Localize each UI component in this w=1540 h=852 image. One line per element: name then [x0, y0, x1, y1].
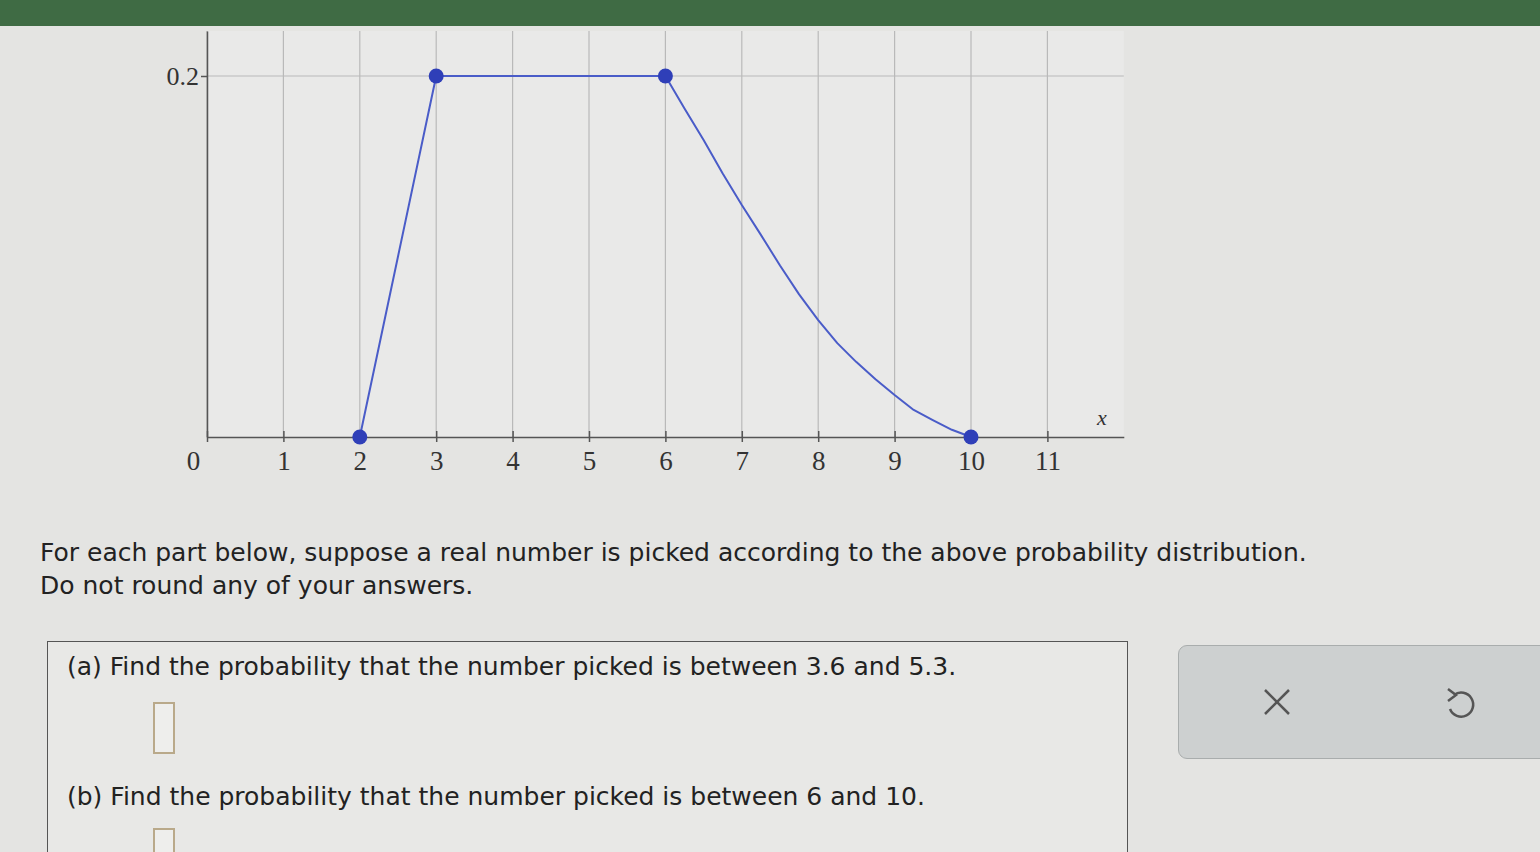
x-tick-label: 8 [812, 446, 826, 476]
point [352, 430, 367, 445]
x-tick-label: 2 [354, 446, 368, 476]
x-tick-mark [742, 431, 744, 442]
grid-line [665, 31, 666, 437]
answer-input[interactable] [153, 828, 175, 852]
x-tick-label: 11 [1035, 446, 1061, 476]
x-tick-mark [665, 431, 667, 442]
grid-line [741, 31, 742, 437]
instruction-text: For each part below, suppose a real numb… [40, 538, 1307, 567]
grid-line [588, 31, 589, 437]
grid-line [818, 31, 819, 437]
x-tick-mark [818, 431, 820, 442]
question-text: (b) Find the probability that the number… [67, 782, 925, 811]
grid-line [359, 31, 360, 437]
undo-arrow[interactable] [1448, 689, 1456, 701]
action-panel [1178, 645, 1540, 759]
x-tick-mark [589, 431, 591, 442]
question-text: (a) Find the probability that the number… [67, 652, 956, 681]
chart: 0 1 2 3 4 5 6 7 8 9 10 11 0.2 x [0, 0, 1540, 520]
x-tick: 6 [659, 431, 673, 476]
x-tick-mark [283, 431, 285, 442]
top-bar [0, 0, 1540, 26]
x-tick-label: 4 [506, 446, 520, 476]
x-tick: 9 [888, 431, 902, 476]
point [964, 430, 979, 445]
x-tick-label: 9 [888, 446, 902, 476]
x-tick-label: 6 [659, 446, 673, 476]
point [658, 69, 673, 84]
grid-line [436, 31, 437, 437]
x-tick-mark [1047, 431, 1049, 442]
clear-button[interactable] [1265, 690, 1289, 714]
x-tick: 11 [1035, 431, 1061, 476]
action-icons [1178, 645, 1538, 757]
instruction-text: Do not round any of your answers. [40, 571, 473, 600]
grid-line [1047, 31, 1048, 437]
point [429, 69, 444, 84]
y-tick-mark [201, 76, 207, 78]
x-tick: 3 [430, 431, 444, 476]
x-tick-label: 3 [430, 446, 444, 476]
x-tick: 1 [277, 431, 291, 476]
y-tick: 0.2 [167, 62, 208, 91]
x-tick-mark [894, 431, 896, 442]
x-tick-label: 7 [736, 446, 750, 476]
y-tick-label: 0.2 [167, 62, 200, 91]
grid-line [970, 31, 971, 437]
y-axis: 0.2 [167, 31, 208, 437]
y-axis-line [207, 31, 209, 437]
x-tick-label: 10 [958, 446, 985, 476]
x-tick: 4 [506, 431, 520, 476]
x-axis-label: x [1096, 405, 1107, 430]
x-tick: 8 [812, 431, 826, 476]
undo-button[interactable] [1448, 689, 1473, 717]
answer-input[interactable] [153, 702, 175, 754]
x-tick: 5 [583, 431, 597, 476]
plot-background [207, 31, 1124, 437]
grid-line [894, 31, 895, 437]
x-tick-mark [512, 431, 514, 442]
density-line [360, 76, 971, 437]
grid-line [283, 31, 284, 437]
grid-line [206, 31, 207, 437]
x-axis: 0 1 2 3 4 5 6 7 8 9 10 11 [187, 431, 1125, 476]
data-marks [352, 69, 978, 445]
x-tick: 7 [736, 431, 750, 476]
grid [207, 31, 1124, 437]
x-tick: 0 [187, 431, 208, 476]
x-tick-label: 0 [187, 446, 201, 476]
x-tick-label: 5 [583, 446, 597, 476]
x-tick-label: 1 [277, 446, 291, 476]
x-tick-mark [436, 431, 438, 442]
clear-icon[interactable] [1265, 690, 1289, 714]
grid-line [512, 31, 513, 437]
